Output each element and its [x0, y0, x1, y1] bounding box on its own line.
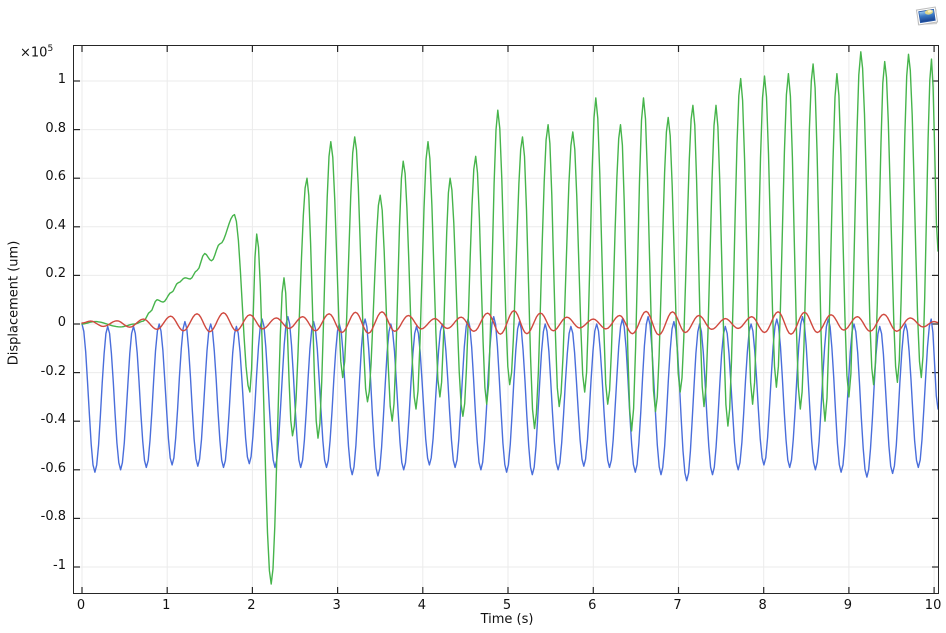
x-tick-label: 4 [417, 598, 426, 613]
y-tick-label: -0.2 [40, 363, 66, 379]
y-tick-label: 0.4 [45, 217, 66, 233]
y-axis-multiplier-exponent: 5 [47, 44, 54, 54]
y-tick-label: -0.6 [40, 460, 66, 476]
y-tick-label: 0.6 [45, 169, 66, 185]
x-tick-label: 5 [502, 598, 512, 613]
x-tick-label: 6 [588, 598, 597, 613]
x-tick-label: 7 [673, 598, 682, 613]
x-tick-label: 9 [843, 598, 852, 613]
y-tick-label: -1 [53, 557, 66, 573]
y-axis-multiplier-base: ×10 [20, 45, 48, 61]
y-tick-label: 0 [57, 314, 66, 330]
series-green-displacement [81, 51, 938, 585]
y-tick-label: 0.8 [45, 120, 66, 136]
series-red-displacement [81, 309, 938, 336]
plot-window-icon[interactable] [913, 3, 941, 29]
x-tick-label: 8 [758, 598, 767, 613]
y-tick-label: 1 [57, 71, 66, 87]
series-blue-displacement [81, 316, 938, 482]
y-axis-multiplier: ×105 [20, 44, 53, 60]
axis-ticks [74, 46, 938, 593]
x-tick-label: 0 [76, 598, 86, 613]
y-tick-label: -0.8 [40, 509, 66, 525]
y-tick-label: -0.4 [40, 412, 66, 428]
y-tick-label: 0.2 [45, 266, 66, 282]
curves [81, 51, 938, 585]
x-tick-label: 1 [162, 598, 171, 613]
x-axis-title: Time (s) [480, 612, 534, 627]
plot-area[interactable] [73, 45, 939, 594]
x-tick-label: 3 [332, 598, 341, 613]
x-tick-label: 2 [247, 598, 256, 613]
y-axis-title: Displacement (um) [6, 240, 22, 366]
x-tick-label: 10 [924, 598, 942, 613]
